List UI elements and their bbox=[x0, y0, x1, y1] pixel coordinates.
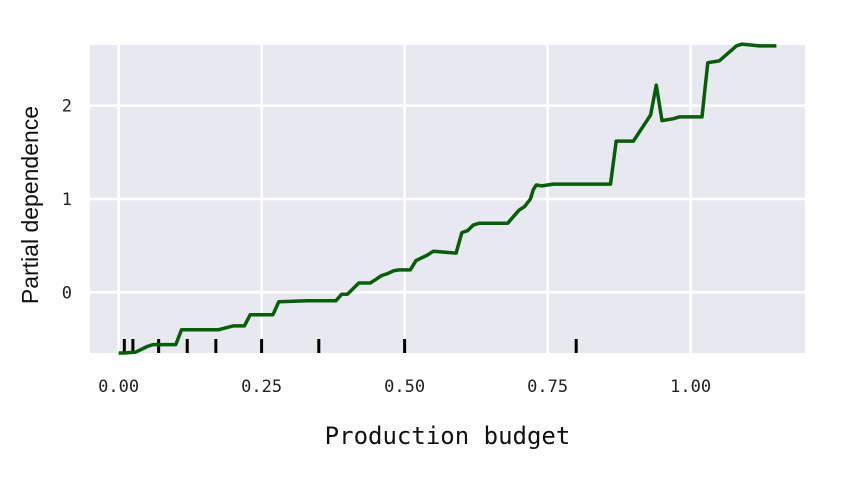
grid bbox=[90, 45, 805, 353]
x-tick-label: 0.75 bbox=[527, 377, 568, 397]
x-tick-label: 0.50 bbox=[384, 377, 425, 397]
y-tick-label: 0 bbox=[62, 283, 72, 303]
y-axis-label: Partial dependence bbox=[17, 106, 43, 304]
x-tick-label: 1.00 bbox=[670, 377, 711, 397]
x-tick-label: 0.00 bbox=[98, 377, 139, 397]
x-tick-labels: 0.00 0.25 0.50 0.75 1.00 bbox=[98, 377, 711, 397]
partial-dependence-line bbox=[118, 42, 777, 355]
x-tick-label: 0.25 bbox=[241, 377, 282, 397]
x-axis-label: Production budget bbox=[325, 422, 571, 450]
y-tick-labels: 0 1 2 bbox=[62, 97, 72, 304]
y-tick-label: 2 bbox=[62, 97, 72, 117]
y-tick-label: 1 bbox=[62, 190, 72, 210]
